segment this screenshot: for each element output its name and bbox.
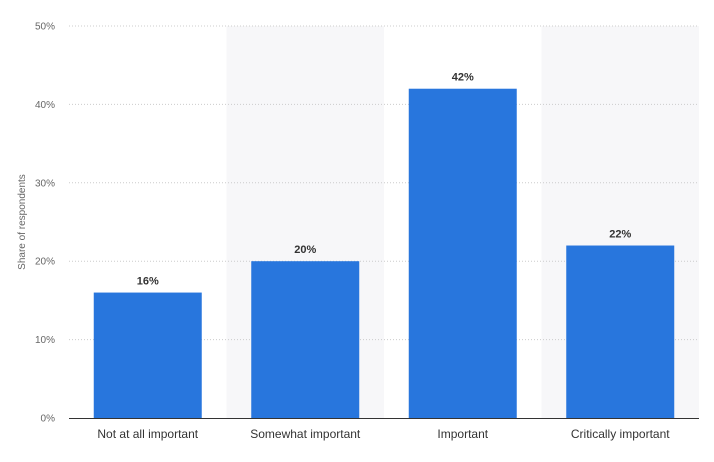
- bar: [94, 293, 202, 418]
- y-axis-ticks: 0% 10% 20% 30% 40% 50%: [35, 22, 55, 425]
- y-tick-label: 40%: [35, 100, 55, 111]
- bar: [566, 246, 674, 418]
- y-tick-label: 0%: [41, 414, 56, 425]
- data-label: 42%: [452, 72, 474, 84]
- x-tick-label: Not at all important: [97, 427, 198, 441]
- x-tick-label: Critically important: [571, 427, 670, 441]
- y-tick-label: 20%: [35, 257, 55, 268]
- y-tick-label: 50%: [35, 22, 55, 33]
- data-label: 22%: [609, 229, 631, 241]
- bar: [409, 89, 517, 418]
- y-axis-title: Share of respondents: [17, 174, 28, 270]
- y-tick-label: 10%: [35, 335, 55, 346]
- x-tick-label: Important: [437, 427, 488, 441]
- bar: [251, 261, 359, 418]
- data-label: 16%: [137, 276, 159, 288]
- x-tick-label: Somewhat important: [250, 427, 361, 441]
- y-tick-label: 30%: [35, 178, 55, 189]
- x-axis-ticks: Not at all important Somewhat important Im…: [97, 427, 670, 441]
- data-label: 20%: [294, 244, 316, 256]
